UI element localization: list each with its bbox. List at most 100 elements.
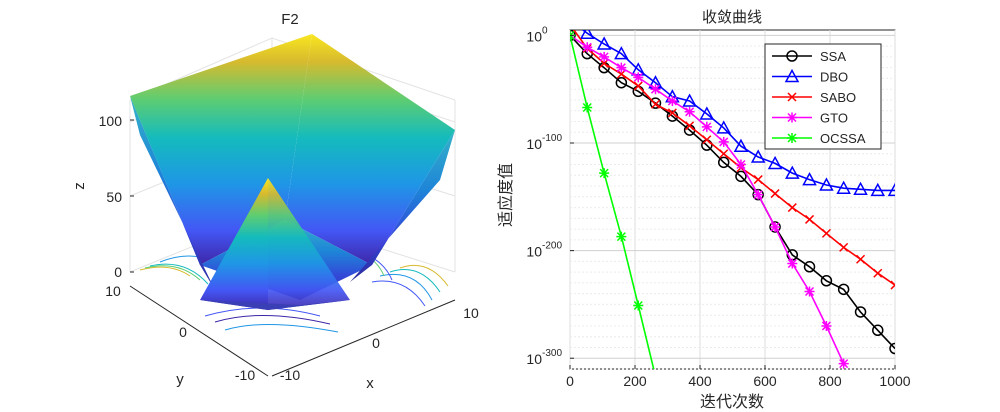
x-tick-label: 600 (753, 373, 777, 389)
data-point-ocssa (633, 300, 644, 311)
data-point-gto (667, 96, 678, 107)
legend-marker-gto (787, 112, 797, 123)
data-point-dbo (564, 14, 576, 25)
x-tick-label: 0 (566, 373, 574, 389)
surface-mesh (130, 34, 455, 310)
x-tick-label: 0 (372, 335, 380, 351)
data-point-sabo (616, 69, 626, 79)
data-point-sabo (770, 189, 780, 199)
data-point-ocssa (599, 168, 610, 179)
x-axis-label: x (366, 375, 374, 392)
data-point-ssa (803, 261, 816, 273)
x-tick-label: 1000 (879, 373, 910, 389)
data-point-gto (582, 42, 593, 53)
y-tick-label: -10 (235, 367, 255, 383)
y-tick-exponent: -200 (542, 241, 562, 252)
data-point-gto (616, 62, 627, 73)
data-point-gto (633, 72, 644, 83)
data-point-gto (787, 258, 798, 269)
data-point-dbo (767, 155, 783, 170)
data-point-sabo (599, 58, 609, 68)
data-point-sabo (804, 214, 815, 224)
convergence-title: 收敛曲线 (702, 9, 762, 26)
legend-marker-dbo (784, 68, 800, 83)
data-point-dbo (579, 30, 595, 39)
data-point-sabo (566, 21, 574, 29)
data-point-gto (804, 286, 815, 297)
y-tick-base: 10 (526, 244, 542, 260)
data-point-sabo (650, 99, 661, 109)
legend-label-ocssa: OCSSA (820, 131, 866, 146)
legend-marker-ocssa (787, 133, 797, 143)
data-point-ssa (854, 306, 867, 318)
data-point-ssa (872, 324, 884, 337)
x-tick-label: 200 (623, 373, 647, 389)
x-tick-label: -10 (280, 367, 300, 383)
data-point-gto (599, 51, 610, 62)
z-axis-label: z (71, 182, 88, 190)
y-tick-label: 10 (105, 283, 121, 299)
data-point-dbo (733, 138, 749, 152)
legend-marker-sabo (787, 92, 797, 102)
legend-label-sabo: SABO (820, 90, 856, 105)
data-point-dbo (819, 177, 834, 191)
data-point-gto (838, 358, 849, 369)
surface-title: F2 (281, 11, 299, 28)
y-axis-label: y (176, 371, 184, 388)
data-point-dbo (802, 172, 817, 186)
convergence-y-label: 适应度值 (496, 163, 515, 227)
series-line-ssa (570, 34, 895, 350)
data-point-sabo (633, 81, 643, 91)
data-point-sabo (873, 268, 883, 278)
z-tick-label: 50 (106, 189, 122, 205)
data-point-dbo (750, 149, 766, 163)
z-tick-label: 100 (99, 113, 123, 129)
data-point-gto (684, 106, 695, 117)
data-point-gto (821, 320, 832, 331)
legend: SSA DBO SABO GTO OCSSA (764, 43, 882, 150)
convergence-x-label: 迭代次数 (700, 393, 764, 411)
data-point-dbo (836, 180, 851, 194)
y-axis: 10 0 -10 y (105, 283, 269, 388)
data-point-ssa (820, 275, 833, 287)
data-point-gto (770, 221, 781, 232)
x-tick-label: 800 (818, 373, 842, 389)
data-point-sabo (856, 254, 866, 264)
series-layer (564, 14, 895, 382)
data-point-ocssa (582, 102, 593, 113)
x-ticks: 0 200 400 600 800 1000 (566, 365, 911, 389)
data-point-ocssa (616, 231, 627, 242)
data-point-dbo (614, 46, 629, 60)
legend-marker-ssa (786, 50, 798, 62)
data-point-sabo (839, 242, 849, 252)
data-point-dbo (716, 120, 731, 134)
data-point-sabo (821, 228, 831, 238)
data-point-sabo (685, 121, 695, 131)
series-line-ocssa (570, 35, 655, 369)
y-tick-label: 0 (179, 324, 187, 340)
y-tick-base: 10 (526, 351, 542, 367)
x-axis: -10 0 10 x (271, 299, 479, 392)
data-point-dbo (596, 36, 612, 50)
data-point-gto (753, 189, 764, 200)
data-point-sabo (702, 135, 712, 145)
data-point-gto (735, 159, 746, 170)
y-tick-exponent: -300 (542, 348, 562, 359)
y-tick-base: 10 (526, 136, 542, 152)
data-point-dbo (887, 182, 895, 197)
data-point-dbo (870, 182, 886, 197)
data-point-dbo (785, 165, 800, 179)
legend-label-ssa: SSA (820, 49, 846, 64)
data-point-sabo (890, 280, 895, 290)
data-point-ocssa (650, 372, 660, 382)
legend-label-dbo: DBO (820, 70, 848, 85)
data-point-gto (701, 121, 712, 132)
data-point-gto (650, 84, 661, 95)
data-point-ssa (837, 283, 850, 296)
data-point-ssa (889, 342, 895, 355)
legend-label-gto: GTO (820, 111, 848, 126)
data-point-dbo (682, 93, 697, 107)
